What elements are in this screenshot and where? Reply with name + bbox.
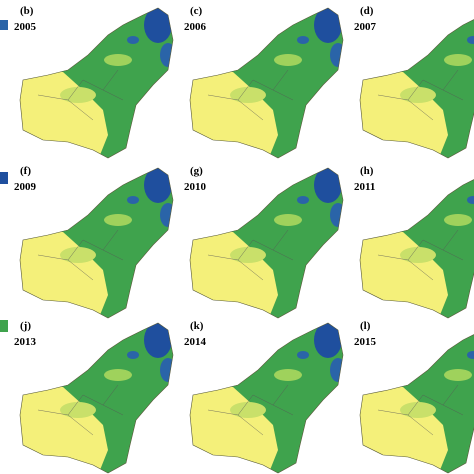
panel-year: 2013 <box>14 336 37 348</box>
panel-letter: (b) <box>20 5 34 17</box>
panel-year: 2006 <box>184 21 207 33</box>
panel-letter: (g) <box>190 165 203 177</box>
panel-year: 2007 <box>354 21 377 33</box>
panel-year: 2005 <box>14 21 37 33</box>
panel-letter: (k) <box>190 320 204 332</box>
panel-letter: (h) <box>360 165 374 177</box>
map-panel: (k) 2014 <box>178 315 348 474</box>
map-panel: (l) 2015 <box>348 315 474 474</box>
map-panel: (j) 2013 <box>8 315 178 474</box>
edge-fragment <box>0 172 8 184</box>
panel-letter: (d) <box>360 5 374 17</box>
panel-year: 2010 <box>184 181 207 193</box>
edge-fragment <box>0 320 8 332</box>
panel-letter: (f) <box>20 165 31 177</box>
panel-year: 2011 <box>354 181 375 193</box>
map-panel: (f) 2009 <box>8 160 178 320</box>
panel-year: 2009 <box>14 181 37 193</box>
panel-letter: (j) <box>20 320 31 332</box>
panel-letter: (c) <box>190 5 203 17</box>
map-panel: (c) 2006 <box>178 0 348 160</box>
panel-letter: (l) <box>360 320 371 332</box>
panels: (b) 2005 (c) 2006 (d) 2007 (f) 2009 (g) 2010 (h) 20… <box>8 0 474 474</box>
edge-fragment <box>0 20 8 30</box>
map-panel: (d) 2007 <box>348 0 474 160</box>
panel-year: 2014 <box>184 336 207 348</box>
map-panel: (g) 2010 <box>178 160 348 320</box>
map-panel: (h) 2011 <box>348 160 474 320</box>
panel-year: 2015 <box>354 336 377 348</box>
map-panel: (b) 2005 <box>8 0 178 160</box>
